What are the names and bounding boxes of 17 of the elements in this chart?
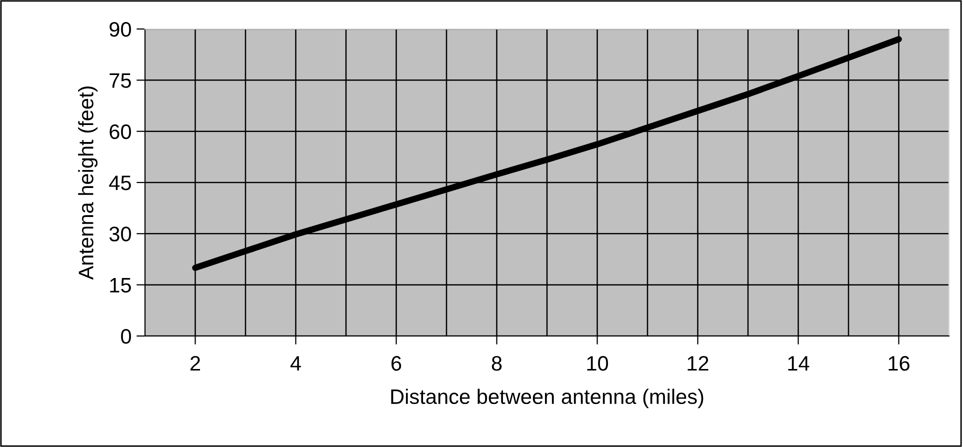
y-tick-label: 15 — [110, 278, 131, 293]
x-tick-label: 12 — [688, 356, 708, 371]
y-tick-label: 45 — [109, 176, 131, 190]
y-axis-title: Antenna height (feet) — [78, 86, 98, 280]
x-tick-label: 8 — [492, 356, 502, 371]
y-tick-label: 60 — [110, 124, 131, 140]
y-tick-label: 75 — [110, 73, 131, 88]
x-tick-label: 6 — [392, 356, 402, 371]
x-tick-label: 10 — [587, 356, 608, 371]
x-tick-label: 4 — [290, 356, 301, 371]
y-tick-label: 0 — [121, 329, 131, 344]
x-tick-label: 2 — [190, 356, 200, 371]
x-tick-label: 14 — [788, 356, 810, 371]
y-tick-label: 30 — [109, 226, 131, 242]
y-tick-label: 90 — [110, 22, 131, 37]
x-tick-label: 16 — [888, 356, 910, 371]
x-axis-title: Distance between antenna (miles) — [391, 388, 704, 408]
